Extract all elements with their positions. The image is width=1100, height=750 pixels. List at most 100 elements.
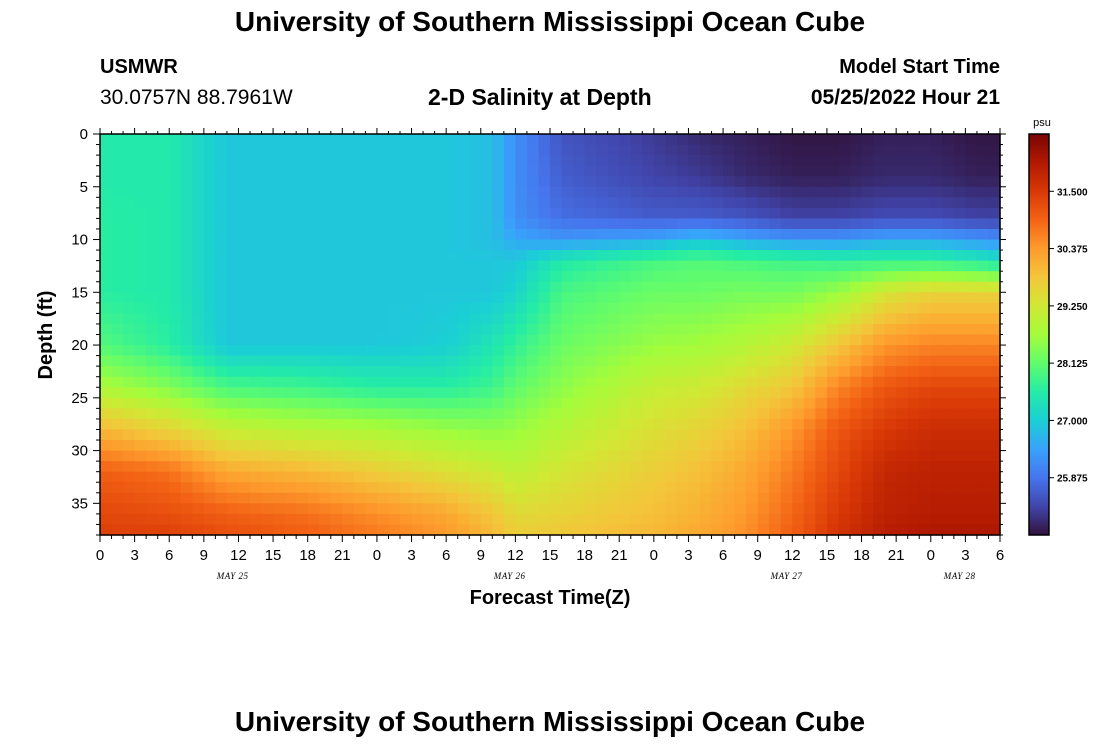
heatmap-cell (665, 334, 678, 346)
heatmap-cell (469, 503, 482, 515)
heatmap-cell (700, 134, 713, 146)
heatmap-cell (319, 366, 332, 378)
heatmap-cell (861, 218, 874, 230)
heatmap-cell (884, 271, 897, 283)
heatmap-cell (550, 176, 563, 188)
heatmap-cell (976, 418, 990, 431)
heatmap-cell (526, 239, 540, 251)
heatmap-cell (757, 218, 770, 230)
heatmap-cell (273, 418, 286, 431)
heatmap-cell (526, 197, 540, 209)
heatmap-cell (746, 334, 759, 346)
heatmap-cell (284, 471, 297, 483)
heatmap-cell (492, 482, 505, 494)
heatmap-cell (319, 461, 332, 473)
heatmap-cell (757, 440, 770, 452)
heatmap-cell (838, 134, 851, 146)
heatmap-cell (561, 134, 574, 146)
heatmap-cell (503, 418, 516, 431)
heatmap-cell (376, 397, 390, 409)
heatmap-cell (526, 281, 540, 293)
heatmap-cell (469, 366, 482, 378)
heatmap-cell (630, 334, 643, 346)
heatmap-cell (261, 482, 274, 494)
heatmap-cell (803, 513, 816, 526)
heatmap-cell (250, 134, 263, 146)
heatmap-cell (146, 207, 159, 220)
heatmap-cell (630, 313, 643, 325)
y-tick-label: 15 (71, 284, 88, 301)
heatmap-cell (457, 250, 470, 262)
heatmap-cell (400, 281, 413, 293)
heatmap-cell (538, 366, 551, 378)
heatmap-cell (434, 155, 447, 167)
heatmap-cell (226, 176, 240, 188)
heatmap-cell (215, 271, 228, 283)
heatmap-cell (526, 450, 540, 462)
heatmap-cell (815, 397, 828, 409)
heatmap-cell (723, 165, 736, 177)
heatmap-cell (630, 440, 643, 452)
heatmap-cell (734, 366, 747, 378)
heatmap-cell (873, 292, 886, 304)
heatmap-cell (515, 176, 528, 188)
heatmap-cell (469, 218, 482, 230)
heatmap-cell (965, 429, 978, 441)
heatmap-cell (815, 313, 828, 325)
heatmap-cell (561, 440, 574, 452)
heatmap-cell (296, 218, 309, 230)
heatmap-cell (330, 228, 343, 241)
heatmap-cell (573, 260, 586, 272)
heatmap-cell (815, 345, 828, 357)
x-tick-label: 9 (477, 547, 485, 564)
heatmap-cell (446, 155, 459, 167)
heatmap-cell (988, 186, 1001, 198)
heatmap-cell (884, 302, 897, 314)
heatmap-cell (100, 302, 113, 314)
heatmap-cell (930, 524, 943, 536)
heatmap-cell (134, 471, 147, 483)
heatmap-cell (134, 366, 147, 378)
heatmap-cell (676, 450, 690, 462)
heatmap-cell (838, 397, 851, 409)
heatmap-cell (780, 250, 793, 262)
heatmap-cell (607, 408, 620, 420)
heatmap-cell (192, 387, 205, 399)
heatmap-cell (561, 302, 574, 314)
heatmap-cell (342, 513, 355, 526)
heatmap-cell (676, 524, 690, 536)
heatmap-cell (319, 503, 332, 515)
heatmap-cell (353, 408, 366, 420)
heatmap-cell (250, 228, 263, 241)
heatmap-cell (838, 513, 851, 526)
heatmap-cell (769, 239, 782, 251)
heatmap-cell (700, 302, 713, 314)
heatmap-cell (630, 345, 643, 357)
heatmap-cell (988, 387, 1001, 399)
heatmap-cell (746, 471, 759, 483)
heatmap-cell (850, 440, 863, 452)
heatmap-cell (896, 260, 909, 272)
heatmap-cell (261, 228, 274, 241)
heatmap-cell (942, 271, 955, 283)
heatmap-cell (250, 429, 263, 441)
heatmap-cell (342, 334, 355, 346)
heatmap-cell (123, 144, 136, 156)
heatmap-cell (423, 440, 436, 452)
heatmap-cell (515, 355, 528, 367)
heatmap-cell (538, 440, 551, 452)
heatmap-cell (365, 503, 378, 515)
heatmap-cell (423, 228, 436, 241)
heatmap-cell (469, 207, 482, 220)
heatmap-cell (676, 503, 690, 515)
heatmap-cell (803, 461, 816, 473)
heatmap-cell (538, 176, 551, 188)
heatmap-cell (861, 228, 874, 241)
heatmap-cell (584, 387, 597, 399)
heatmap-cell (307, 281, 320, 293)
heatmap-cell (342, 503, 355, 515)
heatmap-cell (665, 440, 678, 452)
heatmap-cell (919, 482, 932, 494)
heatmap-cell (203, 355, 216, 367)
heatmap-cell (342, 271, 355, 283)
